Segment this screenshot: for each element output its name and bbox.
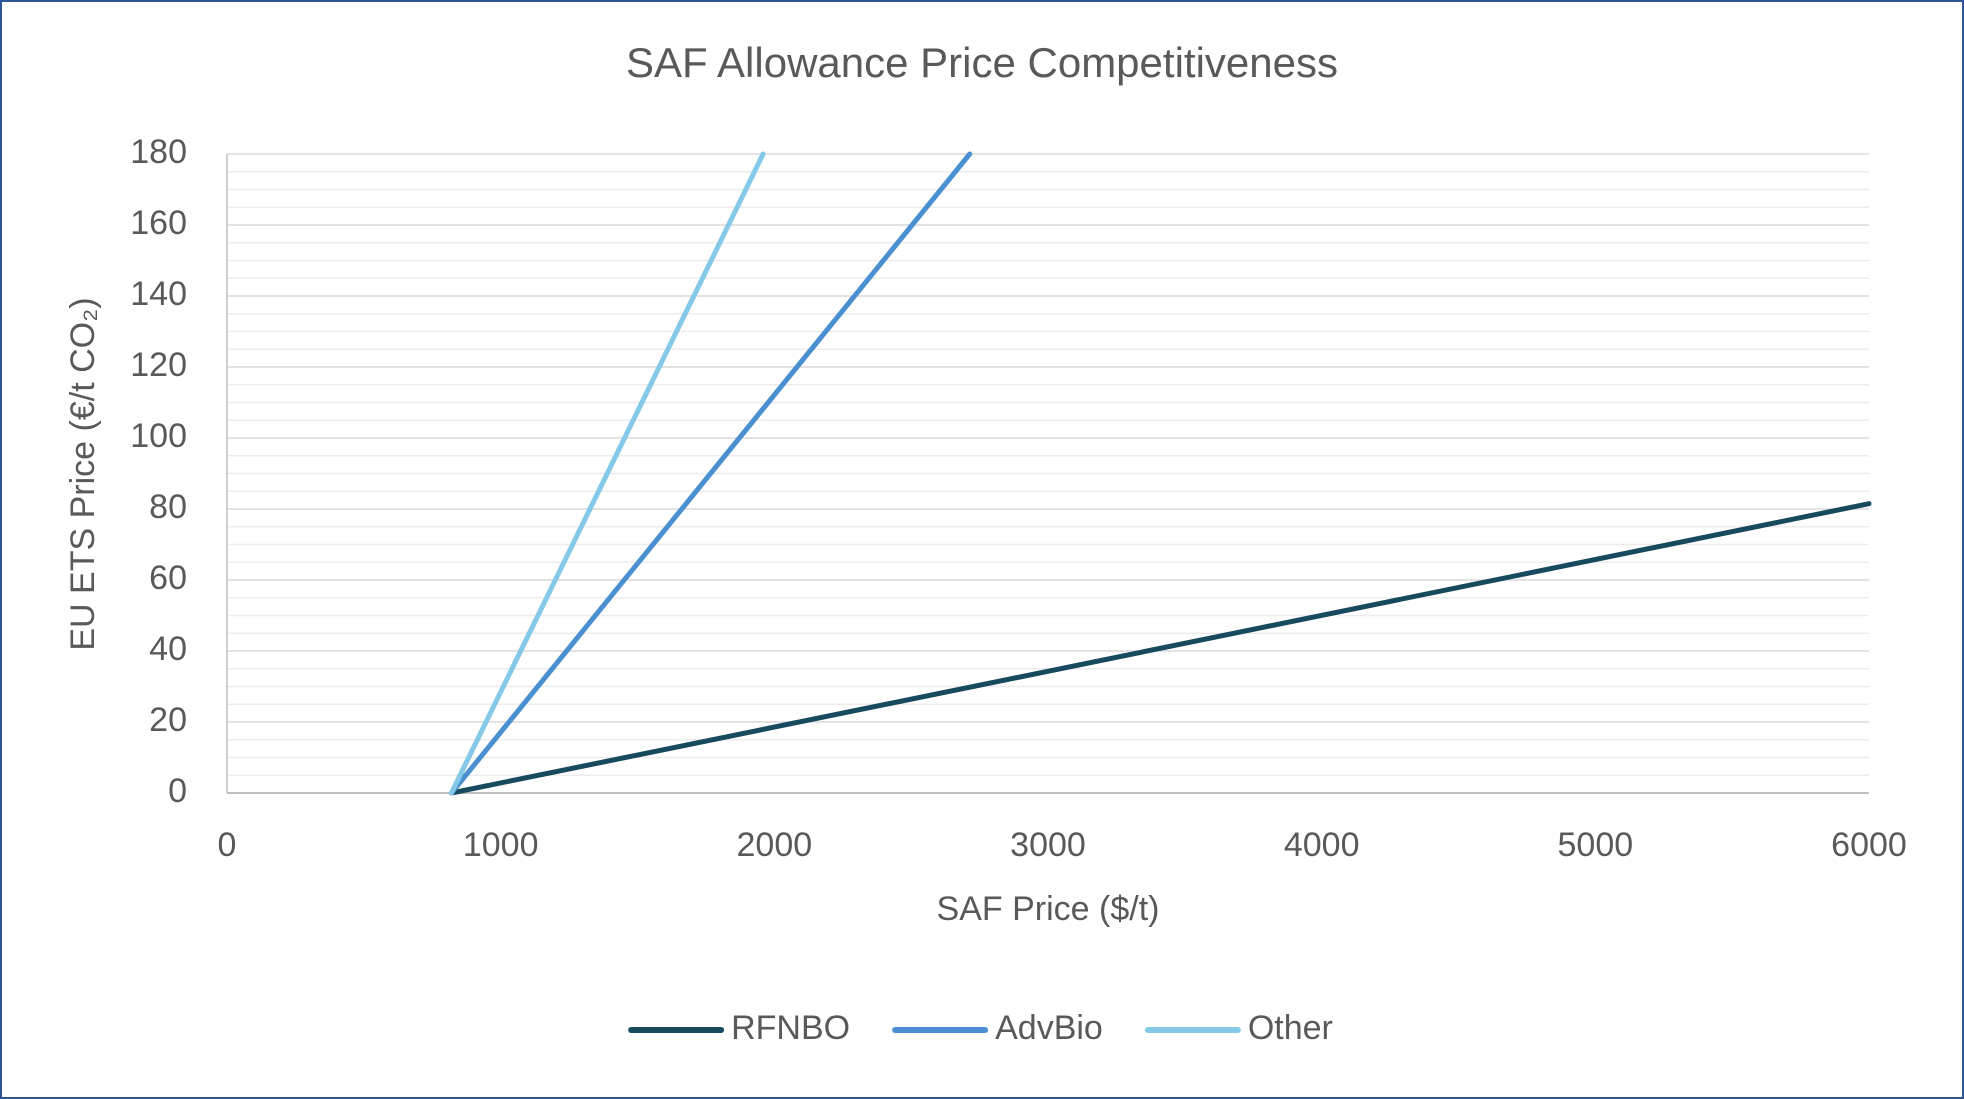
x-axis-label: SAF Price ($/t) [937, 890, 1160, 928]
y-tick-label: 60 [149, 559, 187, 597]
y-tick-label: 180 [130, 133, 187, 171]
legend-item: Other [1144, 1009, 1333, 1047]
series-line [448, 501, 1872, 796]
x-tick-label: 0 [218, 826, 237, 864]
y-tick-label: 120 [130, 346, 187, 384]
y-tick-label: 160 [130, 204, 187, 242]
legend: RFNBO AdvBio Other [628, 1009, 1333, 1047]
x-tick-label: 4000 [1284, 826, 1360, 864]
x-tick-label: 6000 [1831, 826, 1907, 864]
x-tick-label: 3000 [1010, 826, 1086, 864]
y-tick-label: 80 [149, 488, 187, 526]
chart-title: SAF Allowance Price Competitiveness [626, 39, 1338, 86]
y-tick-label: 40 [149, 630, 187, 668]
y-axis-label: EU ETS Price (€/t CO₂) [64, 297, 102, 650]
y-tick-label: 0 [168, 772, 187, 810]
y-tick-label: 100 [130, 417, 187, 455]
x-tick-label: 5000 [1558, 826, 1634, 864]
y-tick-label: 140 [130, 275, 187, 313]
legend-item: RFNBO [628, 1009, 850, 1047]
y-tick-label: 20 [149, 701, 187, 739]
legend-label: RFNBO [731, 1009, 850, 1047]
series-line [448, 151, 766, 796]
series-line [448, 151, 973, 796]
x-tick-label: 1000 [463, 826, 539, 864]
legend-label: AdvBio [995, 1009, 1103, 1047]
x-tick-label: 2000 [737, 826, 813, 864]
legend-label: Other [1248, 1009, 1333, 1047]
legend-item: AdvBio [892, 1009, 1103, 1047]
